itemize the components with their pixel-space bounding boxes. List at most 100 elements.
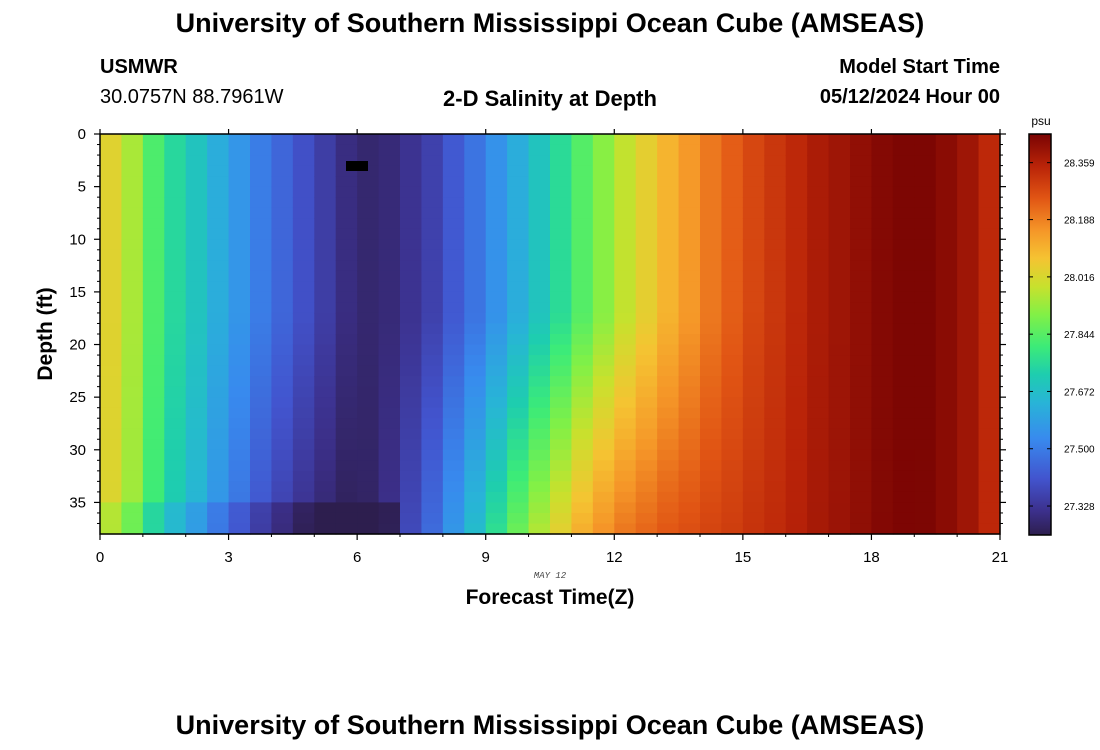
heatmap-cell — [271, 176, 294, 188]
heatmap-cell — [464, 228, 487, 240]
heatmap-cell — [335, 218, 358, 230]
heatmap-cell — [142, 418, 165, 430]
heatmap-cell — [721, 502, 744, 514]
heatmap-cell — [142, 376, 165, 388]
heatmap-cell — [442, 334, 465, 346]
heatmap-cell — [592, 502, 615, 514]
heatmap-cell — [700, 470, 723, 482]
heatmap-cell — [571, 197, 594, 209]
heatmap-cell — [507, 249, 530, 261]
heatmap-cell — [442, 439, 465, 451]
heatmap-cell — [421, 291, 444, 304]
heatmap-cell — [421, 270, 444, 282]
heatmap-cell — [914, 291, 937, 304]
heatmap-cell — [742, 470, 765, 482]
heatmap-cell — [357, 155, 380, 167]
heatmap-cell — [892, 376, 915, 388]
heatmap-cell — [700, 523, 723, 535]
heatmap-cell — [850, 334, 873, 346]
heatmap-cell — [978, 270, 1001, 282]
heatmap-cell — [721, 334, 744, 346]
heatmap-cell — [464, 376, 487, 388]
heatmap-cell — [957, 260, 980, 272]
heatmap-cell — [142, 512, 165, 525]
heatmap-cell — [185, 197, 208, 209]
heatmap-cell — [678, 186, 701, 198]
heatmap-cell — [700, 460, 723, 472]
heatmap-cell — [485, 144, 508, 156]
heatmap-cell — [100, 165, 123, 177]
heatmap-cell — [871, 418, 894, 430]
heatmap-cell — [957, 470, 980, 482]
heatmap-cell — [571, 439, 594, 451]
heatmap-cell — [378, 291, 401, 304]
heatmap-cell — [164, 523, 187, 535]
heatmap-cell — [978, 186, 1001, 198]
heatmap-cell — [935, 512, 958, 525]
heatmap-cell — [485, 334, 508, 346]
heatmap-cell — [657, 249, 680, 261]
heatmap-cell — [121, 460, 144, 472]
heatmap-cell — [164, 344, 187, 356]
station-coordinates: 30.0757N 88.7961W — [100, 86, 284, 108]
heatmap-cell — [571, 228, 594, 240]
heatmap-cell — [485, 481, 508, 493]
heatmap-cell — [678, 334, 701, 346]
heatmap-cell — [742, 344, 765, 356]
heatmap-cell — [721, 228, 744, 240]
heatmap-cell — [571, 281, 594, 293]
heatmap-cell — [592, 260, 615, 272]
heatmap-cell — [700, 281, 723, 293]
y-tick-label: 10 — [69, 231, 86, 248]
heatmap-cell — [657, 470, 680, 482]
station-name: USMWR — [100, 56, 178, 78]
heatmap-cell — [421, 428, 444, 440]
heatmap-cell — [528, 228, 551, 240]
heatmap-cell — [528, 365, 551, 377]
heatmap-cell — [442, 134, 465, 146]
heatmap-cell — [935, 397, 958, 409]
heatmap-cell — [850, 218, 873, 230]
heatmap-cell — [764, 323, 787, 335]
colorbar-ticks: 28.35928.18828.01627.84427.67227.50027.3… — [1029, 159, 1095, 513]
heatmap-cell — [164, 228, 187, 240]
heatmap-cell — [592, 512, 615, 525]
heatmap-cell — [314, 355, 337, 367]
heatmap-cell — [571, 186, 594, 198]
heatmap-cell — [464, 312, 487, 325]
heatmap-cell — [914, 197, 937, 209]
heatmap-cell — [335, 249, 358, 261]
heatmap-cell — [464, 344, 487, 356]
heatmap-cell — [442, 460, 465, 472]
heatmap-cell — [742, 491, 765, 504]
heatmap-cell — [892, 302, 915, 314]
heatmap-cell — [528, 460, 551, 472]
heatmap-cell — [142, 439, 165, 451]
heatmap-cell — [764, 470, 787, 482]
colorbar-tick-label: 28.359 — [1064, 159, 1095, 170]
heatmap-cell — [871, 312, 894, 325]
heatmap-cell — [785, 428, 808, 440]
heatmap-cell — [571, 449, 594, 461]
heatmap-cell — [100, 207, 123, 219]
heatmap-cell — [164, 470, 187, 482]
heatmap-cell — [807, 512, 830, 525]
heatmap-cell — [185, 144, 208, 156]
heatmap-cell — [507, 386, 530, 398]
heatmap-cell — [721, 270, 744, 282]
heatmap-cell — [292, 228, 315, 240]
heatmap-cell — [121, 186, 144, 198]
heatmap-cell — [292, 460, 315, 472]
heatmap-cell — [121, 134, 144, 146]
heatmap-cell — [807, 239, 830, 251]
heatmap-cell — [764, 302, 787, 314]
heatmap-cell — [335, 144, 358, 156]
heatmap-cell — [357, 334, 380, 346]
heatmap-cell — [250, 228, 273, 240]
heatmap-cell — [314, 260, 337, 272]
heatmap-cell — [850, 270, 873, 282]
heatmap-cell — [957, 207, 980, 219]
heatmap-cell — [442, 407, 465, 419]
heatmap-cell — [935, 165, 958, 177]
heatmap-cell — [528, 207, 551, 219]
